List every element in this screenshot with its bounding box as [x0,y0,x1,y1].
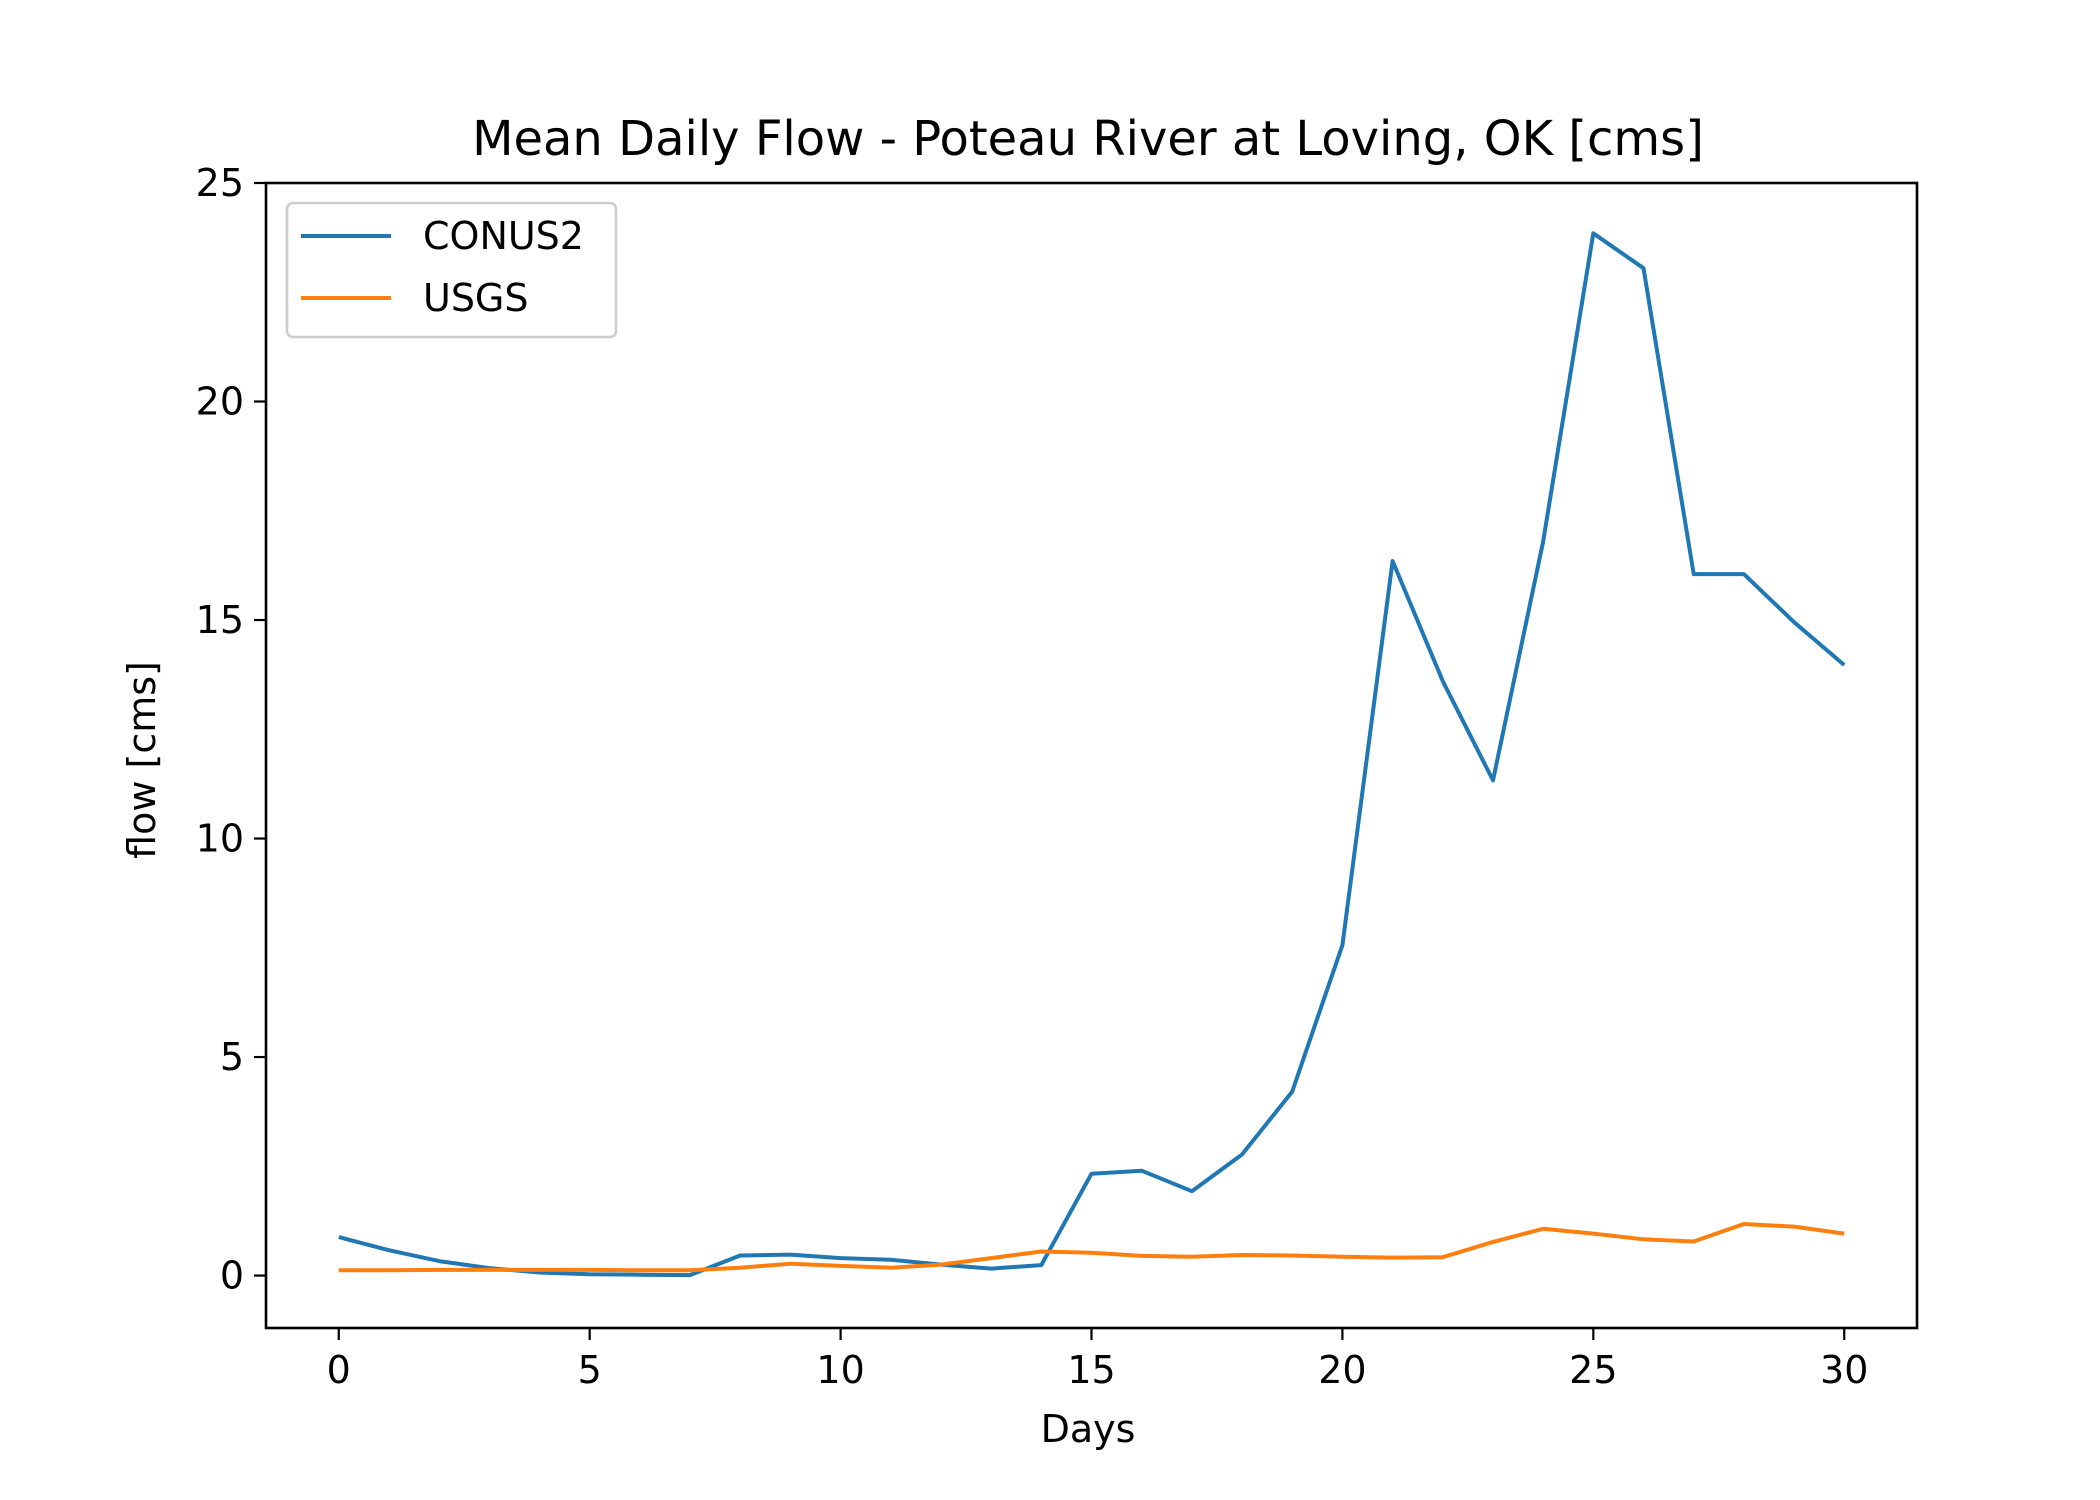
legend-label-usgs: USGS [423,276,529,320]
x-tick-label: 30 [1820,1348,1868,1392]
chart-title: Mean Daily Flow - Poteau River at Loving… [472,111,1704,167]
y-tick-label: 15 [196,598,244,642]
x-tick-label: 25 [1569,1348,1617,1392]
series-line-conus2 [338,231,1846,1278]
plot-frame [264,181,1919,1330]
x-axis-label: Days [1041,1407,1136,1451]
x-tick-label: 0 [327,1348,351,1392]
y-tick-label: 20 [196,380,244,424]
y-tick-label: 5 [220,1035,244,1079]
series-line-usgs [338,1222,1845,1273]
x-tick-label: 5 [578,1348,602,1392]
x-tick-label: 10 [816,1348,864,1392]
y-tick-label: 0 [220,1254,244,1298]
legend-label-conus2: CONUS2 [423,214,584,258]
x-tick-label: 15 [1067,1348,1115,1392]
legend: CONUS2 USGS [285,201,618,339]
x-axis: 0 5 10 15 20 25 30 [327,1328,1868,1392]
plot-lines [338,231,1846,1278]
y-axis-label: flow [cms] [120,661,164,859]
y-axis: 0 5 10 15 20 25 [196,161,266,1298]
x-tick-label: 20 [1318,1348,1366,1392]
y-tick-label: 10 [196,817,244,861]
y-tick-label: 25 [196,161,244,205]
